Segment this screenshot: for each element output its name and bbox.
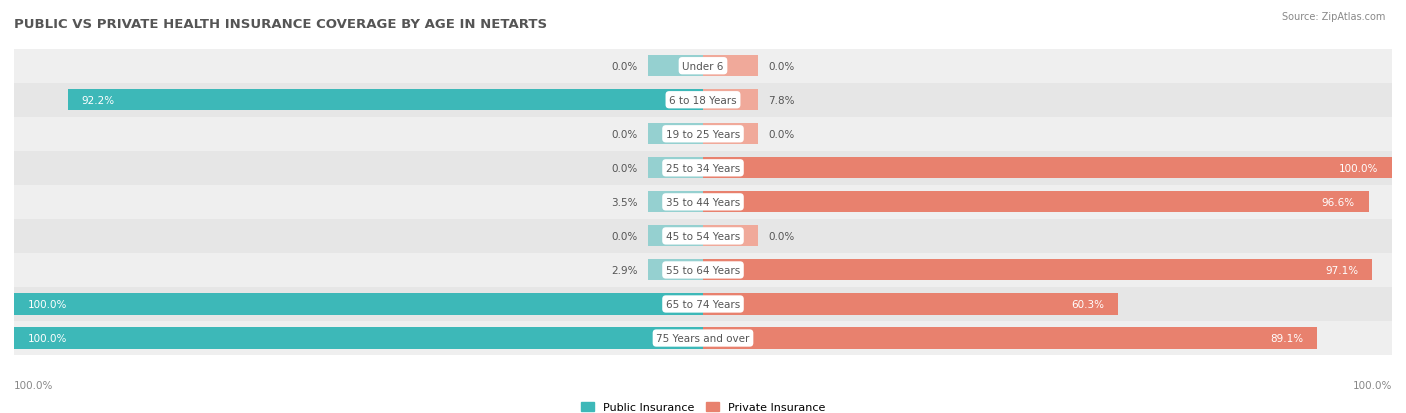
Text: 0.0%: 0.0%	[769, 231, 794, 241]
Bar	[648, 56, 703, 77]
Bar	[648, 226, 703, 247]
Text: 100.0%: 100.0%	[1353, 380, 1392, 389]
Bar	[703, 294, 1118, 315]
Bar	[703, 328, 1317, 349]
Text: 2.9%: 2.9%	[612, 265, 637, 275]
Text: 89.1%: 89.1%	[1270, 333, 1303, 343]
Bar	[703, 90, 758, 111]
Bar	[648, 260, 703, 281]
FancyBboxPatch shape	[14, 321, 1392, 355]
Text: 0.0%: 0.0%	[769, 62, 794, 71]
Bar	[703, 192, 1368, 213]
FancyBboxPatch shape	[14, 253, 1392, 287]
Text: 0.0%: 0.0%	[769, 129, 794, 140]
Bar	[703, 260, 1372, 281]
Text: 97.1%: 97.1%	[1324, 265, 1358, 275]
Bar	[67, 90, 703, 111]
Text: 0.0%: 0.0%	[612, 164, 637, 173]
Text: 100.0%: 100.0%	[1339, 164, 1378, 173]
Bar	[14, 328, 703, 349]
Bar	[648, 158, 703, 179]
Text: 55 to 64 Years: 55 to 64 Years	[666, 265, 740, 275]
Text: 96.6%: 96.6%	[1322, 197, 1355, 207]
Text: 0.0%: 0.0%	[612, 129, 637, 140]
Text: 25 to 34 Years: 25 to 34 Years	[666, 164, 740, 173]
Text: Under 6: Under 6	[682, 62, 724, 71]
Text: 92.2%: 92.2%	[82, 95, 115, 105]
Bar	[703, 124, 758, 145]
Text: Source: ZipAtlas.com: Source: ZipAtlas.com	[1281, 12, 1385, 22]
Bar	[703, 158, 1392, 179]
FancyBboxPatch shape	[14, 185, 1392, 219]
FancyBboxPatch shape	[14, 152, 1392, 185]
Bar	[648, 124, 703, 145]
Text: 0.0%: 0.0%	[612, 231, 637, 241]
Text: 19 to 25 Years: 19 to 25 Years	[666, 129, 740, 140]
FancyBboxPatch shape	[14, 50, 1392, 83]
Text: 75 Years and over: 75 Years and over	[657, 333, 749, 343]
Text: 60.3%: 60.3%	[1071, 299, 1105, 309]
Text: 35 to 44 Years: 35 to 44 Years	[666, 197, 740, 207]
Bar	[703, 226, 758, 247]
Text: 100.0%: 100.0%	[28, 299, 67, 309]
FancyBboxPatch shape	[14, 219, 1392, 253]
Text: 100.0%: 100.0%	[14, 380, 53, 389]
Text: 65 to 74 Years: 65 to 74 Years	[666, 299, 740, 309]
Bar	[14, 294, 703, 315]
Text: 0.0%: 0.0%	[612, 62, 637, 71]
FancyBboxPatch shape	[14, 287, 1392, 321]
Text: 3.5%: 3.5%	[612, 197, 637, 207]
Text: 6 to 18 Years: 6 to 18 Years	[669, 95, 737, 105]
Text: 45 to 54 Years: 45 to 54 Years	[666, 231, 740, 241]
FancyBboxPatch shape	[14, 117, 1392, 152]
FancyBboxPatch shape	[14, 83, 1392, 117]
Legend: Public Insurance, Private Insurance: Public Insurance, Private Insurance	[576, 398, 830, 413]
Bar	[703, 56, 758, 77]
Text: PUBLIC VS PRIVATE HEALTH INSURANCE COVERAGE BY AGE IN NETARTS: PUBLIC VS PRIVATE HEALTH INSURANCE COVER…	[14, 18, 547, 31]
Bar	[648, 192, 703, 213]
Text: 100.0%: 100.0%	[28, 333, 67, 343]
Text: 7.8%: 7.8%	[769, 95, 794, 105]
